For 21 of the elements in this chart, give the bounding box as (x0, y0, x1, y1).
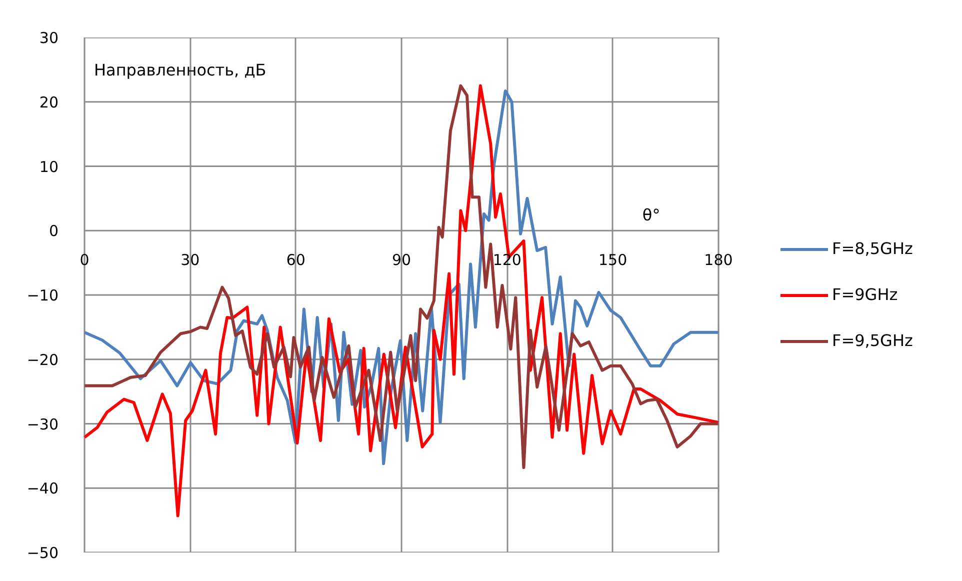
x-tick-label: 90 (392, 250, 412, 269)
y-tick-label: 20 (39, 93, 59, 112)
y-axis-title: Направленность, дБ (94, 60, 266, 80)
x-axis-title: θ° (642, 206, 660, 225)
y-tick-label: 10 (39, 158, 59, 176)
y-tick-label: −40 (26, 480, 58, 498)
y-tick-label: −20 (26, 350, 58, 369)
y-tick-label: 30 (39, 29, 59, 47)
x-tick-label: 0 (80, 250, 90, 269)
x-tick-label: 60 (286, 250, 306, 269)
y-tick-label: −50 (26, 544, 58, 562)
x-tick-label: 150 (598, 250, 628, 269)
legend-label: F=9GHz (832, 285, 898, 304)
y-tick-label: 0 (48, 222, 59, 240)
legend-label: F=9,5GHz (832, 331, 913, 350)
x-tick-label: 120 (492, 250, 522, 269)
legend-label: F=8,5GHz (832, 239, 913, 258)
x-tick-label: 180 (704, 250, 733, 269)
y-tick-label: −30 (26, 415, 58, 434)
y-tick-label: −10 (26, 286, 58, 304)
x-tick-label: 30 (180, 250, 200, 269)
